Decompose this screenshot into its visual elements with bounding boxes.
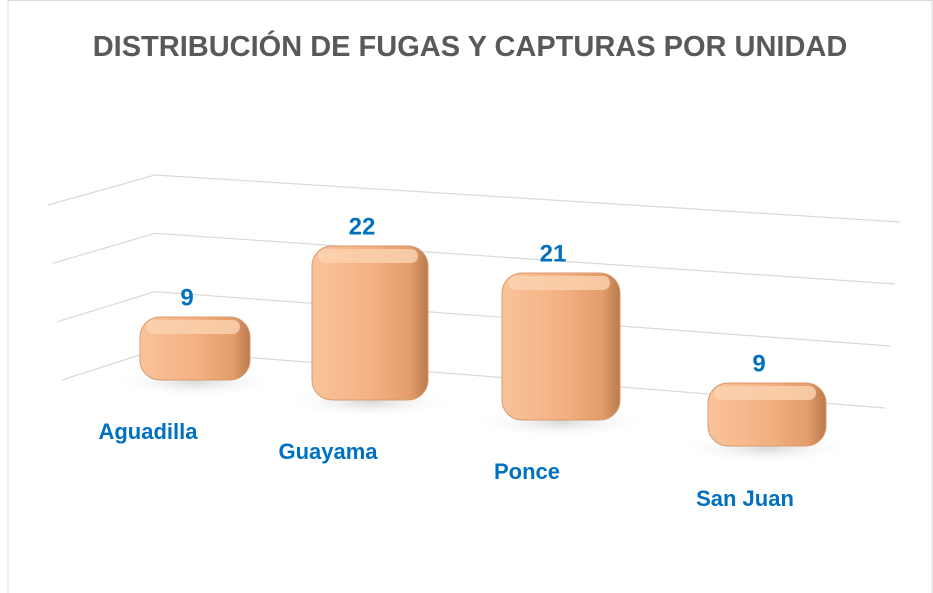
value-label: 21	[540, 240, 567, 267]
chart-title: DISTRIBUCIÓN DE FUGAS Y CAPTURAS POR UNI…	[92, 31, 848, 63]
bar-top	[146, 320, 240, 334]
bar	[311, 245, 429, 401]
value-label: 9	[752, 350, 765, 377]
value-label: 22	[349, 213, 376, 240]
bar-top	[714, 386, 816, 400]
bar	[501, 272, 621, 421]
chart-border	[7, 0, 933, 593]
x-tick-label: Guayama	[278, 439, 378, 464]
bar-top	[508, 276, 610, 290]
x-tick-label: Ponce	[494, 459, 560, 484]
bar-top	[318, 249, 418, 263]
x-tick-label: San Juan	[696, 486, 794, 511]
grid-line	[47, 174, 901, 223]
bars: 9 Aguadilla 22 Guayama 21 Ponce 9 San Juan	[98, 213, 856, 511]
grid-line	[52, 232, 896, 285]
x-tick-label: Aguadilla	[98, 419, 198, 444]
value-label: 9	[180, 284, 193, 311]
grid	[47, 174, 901, 409]
grid-line	[57, 291, 891, 347]
